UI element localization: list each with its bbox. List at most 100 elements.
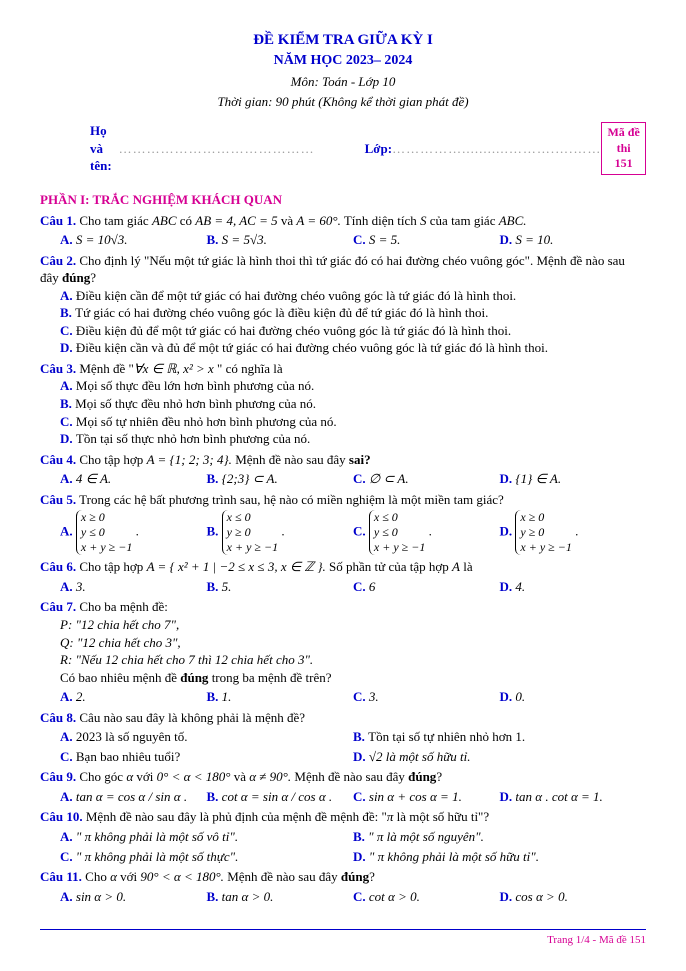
q8-opt-a: A. 2023 là số nguyên tố. [60, 728, 353, 746]
q7-opt-c: C. 3. [353, 688, 500, 706]
name-dots: …………………………………… [119, 140, 315, 158]
q4-opt-b: B. {2;3} ⊂ A. [207, 470, 354, 488]
q7-q: Q: "12 chia hết cho 3", [60, 634, 646, 652]
q1-opt-d: D. S = 10. [500, 231, 647, 249]
q7-label: Câu 7. [40, 599, 76, 614]
q8-label: Câu 8. [40, 710, 76, 725]
name-label: Họ và tên: [90, 122, 119, 175]
q7-options: A. 2. B. 1. C. 3. D. 0. [60, 688, 646, 706]
q5-text: Trong các hệ bất phương trình sau, hệ nà… [79, 492, 504, 507]
q2-opt-d: D. Điều kiện cần và đủ để một tứ giác có… [60, 339, 646, 357]
q9-label: Câu 9. [40, 769, 76, 784]
q9-opt-a: A. tan α = cos α / sin α . [60, 788, 207, 806]
q4-label: Câu 4. [40, 452, 76, 467]
q9-options: A. tan α = cos α / sin α . B. cot α = si… [60, 788, 646, 806]
q3-text: Mệnh đề "∀x ∈ ℝ, x² > x " có nghĩa là [79, 361, 282, 376]
q6-opt-b: B. 5. [207, 578, 354, 596]
q11-opt-c: C. cot α > 0. [353, 888, 500, 906]
q4-options: A. 4 ∈ A. B. {2;3} ⊂ A. C. ∅ ⊂ A. D. {1}… [60, 470, 646, 488]
q4-opt-a: A. 4 ∈ A. [60, 470, 207, 488]
question-3: Câu 3. Mệnh đề "∀x ∈ ℝ, x² > x " có nghĩ… [40, 360, 646, 378]
q8-options-row1: A. 2023 là số nguyên tố. B. Tồn tại số t… [60, 728, 646, 746]
q2-opt-b: B. Tứ giác có hai đường chéo vuông góc l… [60, 304, 646, 322]
q2-opt-c: C. Điều kiện đủ để một tứ giác có hai đư… [60, 322, 646, 340]
section-1-title: PHẦN I: TRẮC NGHIỆM KHÁCH QUAN [40, 191, 646, 209]
page-footer: Trang 1/4 - Mã đề 151 [40, 929, 646, 948]
exam-header: ĐỀ KIỂM TRA GIỮA KỲ I NĂM HỌC 2023– 2024… [40, 30, 646, 110]
q6-opt-a: A. 3. [60, 578, 207, 596]
q1-opt-b: B. S = 5√3. [207, 231, 354, 249]
question-10: Câu 10. Mệnh đề nào sau đây là phủ định … [40, 808, 646, 826]
q11-opt-b: B. tan α > 0. [207, 888, 354, 906]
q10-text: Mệnh đề nào sau đây là phủ định của mệnh… [86, 809, 489, 824]
q1-text: Cho tam giác ABC có AB = 4, AC = 5 và A … [79, 213, 526, 228]
code-label: Mã đề thi [606, 125, 641, 156]
q8-options-row2: C. Bạn bao nhiêu tuổi? D. √2 là một số h… [60, 748, 646, 766]
q4-opt-d: D. {1} ∈ A. [500, 470, 647, 488]
q10-options-row2: C. " π không phải là một số thực". D. " … [60, 848, 646, 866]
q1-opt-c: C. S = 5. [353, 231, 500, 249]
q7-opt-d: D. 0. [500, 688, 647, 706]
q3-opt-b: B. Mọi số thực đều nhỏ hơn bình phương c… [60, 395, 646, 413]
question-6: Câu 6. Cho tập hợp A = { x² + 1 | −2 ≤ x… [40, 558, 646, 576]
q7-text: Cho ba mệnh đề: [79, 599, 167, 614]
title-line-1: ĐỀ KIỂM TRA GIỮA KỲ I [40, 30, 646, 50]
q5-opt-b: B. x ≤ 0y ≥ 0x + y ≥ −1 . [207, 510, 354, 555]
question-1: Câu 1. Cho tam giác ABC có AB = 4, AC = … [40, 212, 646, 230]
q5-opt-d: D. x ≥ 0y ≥ 0x + y ≥ −1 . [500, 510, 647, 555]
question-11: Câu 11. Cho α với 90° < α < 180°. Mệnh đ… [40, 868, 646, 886]
subject-line: Môn: Toán - Lớp 10 [40, 73, 646, 91]
question-7: Câu 7. Cho ba mệnh đề: [40, 598, 646, 616]
question-2: Câu 2. Cho định lý "Nếu một tứ giác là h… [40, 252, 646, 287]
q9-text: Cho góc α với 0° < α < 180° và α ≠ 90°. … [79, 769, 442, 784]
code-value: 151 [606, 156, 641, 172]
q5-label: Câu 5. [40, 492, 76, 507]
q10-opt-d: D. " π không phải là một số hữu tỉ". [353, 848, 646, 866]
question-4: Câu 4. Cho tập hợp A = {1; 2; 3; 4}. Mện… [40, 451, 646, 469]
q11-options: A. sin α > 0. B. tan α > 0. C. cot α > 0… [60, 888, 646, 906]
q3-label: Câu 3. [40, 361, 76, 376]
q11-label: Câu 11. [40, 869, 82, 884]
q7-r: R: "Nếu 12 chia hết cho 7 thì 12 chia hế… [60, 651, 646, 669]
q3-opt-a: A. Mọi số thực đều lớn hơn bình phương c… [60, 377, 646, 395]
q9-opt-c: C. sin α + cos α = 1. [353, 788, 500, 806]
q1-label: Câu 1. [40, 213, 76, 228]
q1-options: A. S = 10√3. B. S = 5√3. C. S = 5. D. S … [60, 231, 646, 249]
q3-opt-c: C. Mọi số tự nhiên đều nhỏ hơn bình phươ… [60, 413, 646, 431]
q9-opt-d: D. tan α . cot α = 1. [500, 788, 647, 806]
q6-opt-d: D. 4. [500, 578, 647, 596]
question-5: Câu 5. Trong các hệ bất phương trình sau… [40, 491, 646, 509]
q6-options: A. 3. B. 5. C. 6 D. 4. [60, 578, 646, 596]
q10-label: Câu 10. [40, 809, 83, 824]
q3-opt-d: D. Tồn tại số thực nhỏ hơn bình phương c… [60, 430, 646, 448]
q6-opt-c: C. 6 [353, 578, 500, 596]
q6-label: Câu 6. [40, 559, 76, 574]
q11-opt-d: D. cos α > 0. [500, 888, 647, 906]
q5-opt-a: A. x ≥ 0y ≤ 0x + y ≥ −1 . [60, 510, 207, 555]
q2-opt-a: A. Điều kiện cần để một tứ giác có hai đ… [60, 287, 646, 305]
q5-options: A. x ≥ 0y ≤ 0x + y ≥ −1 . B. x ≤ 0y ≥ 0x… [60, 510, 646, 555]
q8-opt-d: D. √2 là một số hữu tỉ. [353, 748, 646, 766]
name-row: Họ và tên: …………………………………… Lớp: ……………....… [40, 122, 646, 175]
q7-p: P: "12 chia hết cho 7", [60, 616, 646, 634]
time-line: Thời gian: 90 phút (Không kể thời gian p… [40, 93, 646, 111]
q8-opt-b: B. Tồn tại số tự nhiên nhỏ hơn 1. [353, 728, 646, 746]
question-9: Câu 9. Cho góc α với 0° < α < 180° và α … [40, 768, 646, 786]
q7-opt-b: B. 1. [207, 688, 354, 706]
q7-opt-a: A. 2. [60, 688, 207, 706]
title-line-2: NĂM HỌC 2023– 2024 [40, 52, 646, 71]
q11-opt-a: A. sin α > 0. [60, 888, 207, 906]
class-dots: ……………...........……….….…… [392, 140, 601, 158]
q10-opt-b: B. " π là một số nguyên". [353, 828, 646, 846]
q10-options-row1: A. " π không phải là một số vô tỉ". B. "… [60, 828, 646, 846]
q1-opt-a: A. S = 10√3. [60, 231, 207, 249]
q4-text: Cho tập hợp A = {1; 2; 3; 4}. Mệnh đề nà… [79, 452, 370, 467]
q2-text: Cho định lý "Nếu một tứ giác là hình tho… [40, 253, 625, 286]
q4-opt-c: C. ∅ ⊂ A. [353, 470, 500, 488]
q11-text: Cho α với 90° < α < 180°. Mệnh đề nào sa… [85, 869, 375, 884]
q2-label: Câu 2. [40, 253, 76, 268]
q7-ask: Có bao nhiêu mệnh đề đúng trong ba mệnh … [60, 669, 646, 687]
q8-text: Câu nào sau đây là không phải là mệnh đề… [79, 710, 305, 725]
q6-text: Cho tập hợp A = { x² + 1 | −2 ≤ x ≤ 3, x… [79, 559, 472, 574]
q9-opt-b: B. cot α = sin α / cos α . [207, 788, 354, 806]
